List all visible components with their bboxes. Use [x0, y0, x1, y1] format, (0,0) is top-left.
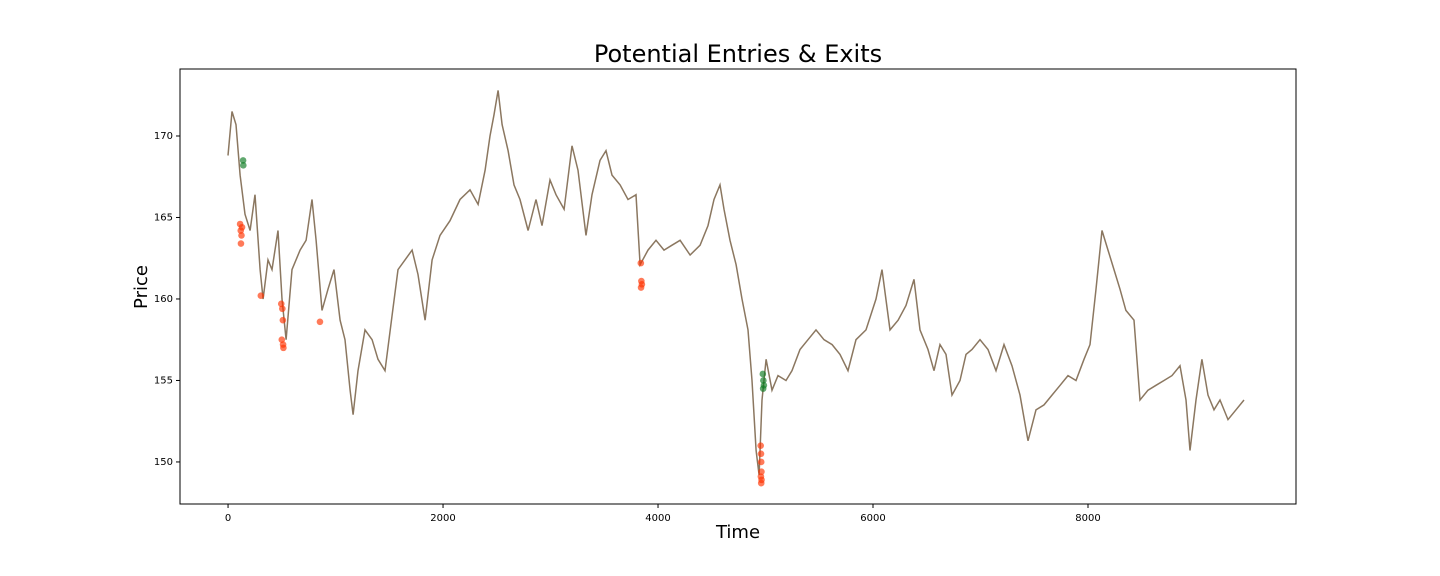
signal-point [240, 162, 247, 169]
x-tick-label: 6000 [860, 513, 885, 524]
y-tick-label: 165 [154, 212, 173, 223]
signal-point [759, 370, 767, 378]
signal-point [238, 232, 245, 239]
y-tick-label: 170 [154, 131, 173, 142]
signal-point [238, 223, 246, 231]
y-tick-label: 155 [154, 375, 173, 386]
chart-title: Potential Entries & Exits [594, 40, 882, 68]
price-line [227, 90, 1245, 476]
signal-point [760, 377, 767, 384]
signal-point [637, 259, 645, 267]
x-tick-label: 2000 [430, 513, 455, 524]
x-axis-label: Time [715, 522, 760, 543]
signal-point [757, 458, 765, 466]
signal-point [239, 157, 247, 164]
signal-point [757, 450, 765, 458]
x-tick-label: 4000 [645, 513, 670, 524]
signal-point [257, 292, 265, 300]
x-tick-label: 8000 [1075, 513, 1100, 524]
y-tick-label: 160 [154, 294, 173, 305]
signal-point [637, 284, 645, 291]
x-tick-label: 0 [225, 513, 231, 524]
signal-point [279, 316, 287, 324]
y-tick-label: 150 [154, 457, 173, 468]
signal-point [757, 479, 765, 487]
signal-point [757, 442, 764, 449]
plot-frame [179, 68, 1297, 505]
signal-point [316, 318, 324, 326]
signal-point [237, 240, 245, 247]
signal-point [280, 344, 287, 352]
signal-point [759, 385, 767, 392]
signal-point [279, 305, 286, 313]
signal-point [758, 468, 765, 476]
y-axis-label: Price [131, 265, 152, 309]
